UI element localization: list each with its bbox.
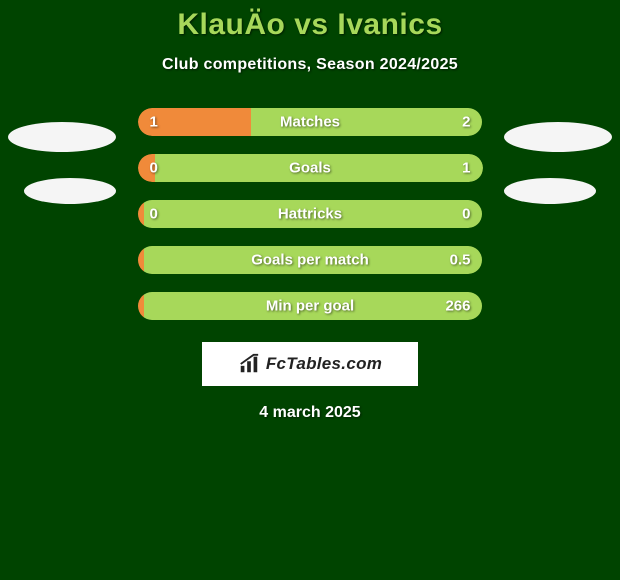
team-badge-left-secondary [24, 178, 116, 204]
stat-value-right: 0 [462, 206, 470, 223]
stat-row: 1 Matches 2 [138, 108, 483, 136]
brand-box: FcTables.com [202, 342, 418, 386]
comparison-card: KlauÄo vs Ivanics Club competitions, Sea… [0, 0, 620, 580]
stat-metric-label: Goals per match [251, 252, 369, 269]
stat-value-left: 1 [150, 114, 158, 131]
stat-row: Goals per match 0.5 [138, 246, 483, 274]
chart-icon [238, 353, 260, 375]
stat-value-right: 1 [462, 160, 470, 177]
stat-value-right: 2 [462, 114, 470, 131]
stat-bar-left [138, 292, 145, 320]
stat-bar-left [138, 200, 145, 228]
stat-value-left: 0 [150, 160, 158, 177]
stat-metric-label: Min per goal [266, 298, 354, 315]
brand-text: FcTables.com [266, 354, 382, 374]
stat-metric-label: Hattricks [278, 206, 342, 223]
date-label: 4 march 2025 [0, 404, 620, 422]
page-subtitle: Club competitions, Season 2024/2025 [0, 56, 620, 74]
stat-metric-label: Matches [280, 114, 340, 131]
stat-bar-left [138, 246, 145, 274]
stat-value-right: 266 [445, 298, 470, 315]
team-badge-left-primary [8, 122, 116, 152]
stat-value-left: 0 [150, 206, 158, 223]
team-badge-right-primary [504, 122, 612, 152]
stat-metric-label: Goals [289, 160, 331, 177]
page-title: KlauÄo vs Ivanics [0, 0, 620, 42]
stat-row: 0 Hattricks 0 [138, 200, 483, 228]
team-badge-right-secondary [504, 178, 596, 204]
stat-row: 0 Goals 1 [138, 154, 483, 182]
stat-row: Min per goal 266 [138, 292, 483, 320]
stat-value-right: 0.5 [450, 252, 471, 269]
